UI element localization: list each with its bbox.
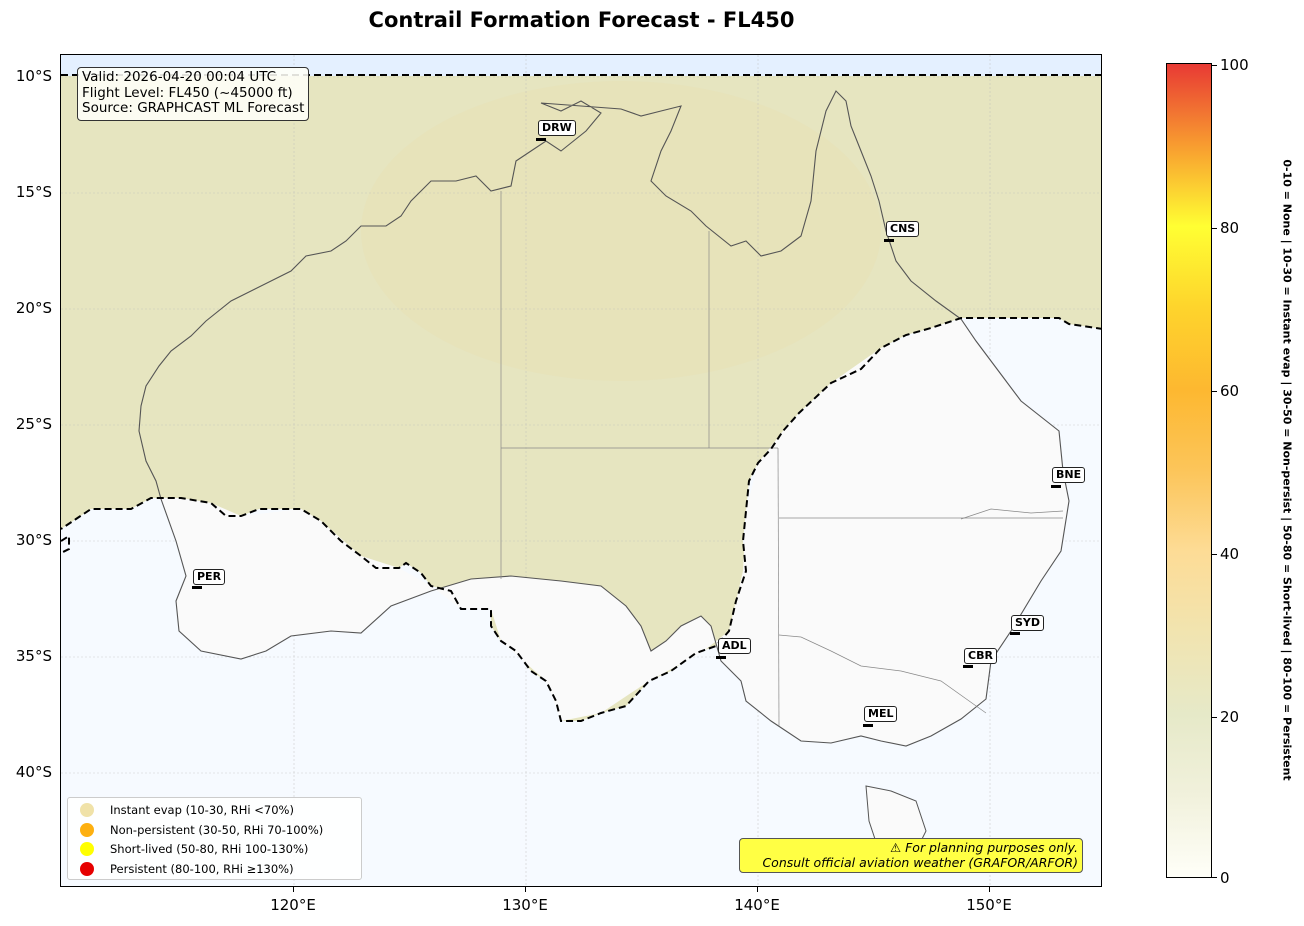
city-label-drw[interactable]: DRW (538, 120, 576, 136)
warning-line-2: Consult official aviation weather (GRAFO… (762, 854, 1078, 870)
colorbar-label: 20 (1220, 708, 1240, 726)
colorbar-tick (1212, 65, 1217, 66)
city-marker-icon (1010, 632, 1020, 635)
city-label-per[interactable]: PER (193, 569, 226, 585)
colorbar (1166, 63, 1212, 878)
colorbar-label: 100 (1220, 56, 1249, 74)
x-tick-mark (757, 887, 758, 892)
australia-map (61, 55, 1101, 886)
colorbar-label: 40 (1220, 545, 1240, 563)
legend-item-instant-evap: Instant evap (10-30, RHi <70%) (80, 801, 294, 819)
city-marker-icon (863, 724, 873, 727)
circle-icon (80, 803, 94, 817)
colorbar-label: 80 (1220, 219, 1240, 237)
x-tick-mark (525, 887, 526, 892)
colorbar-tick (1212, 554, 1217, 555)
colorbar-tick (1212, 228, 1217, 229)
y-tick-label: 20°S (15, 299, 52, 317)
city-marker-icon (192, 586, 202, 589)
colorbar-label: 0 (1220, 869, 1230, 887)
x-tick-label: 130°E (502, 896, 548, 914)
circle-icon (80, 823, 94, 837)
circle-icon (80, 862, 94, 876)
city-label-mel[interactable]: MEL (864, 706, 898, 722)
legend-item-non-persistent: Non-persistent (30-50, RHi 70-100%) (80, 821, 323, 839)
colorbar-tick (1212, 391, 1217, 392)
valid-time: Valid: 2026-04-20 00:04 UTC (82, 69, 277, 85)
x-tick-mark (989, 887, 990, 892)
x-tick-label: 120°E (270, 896, 316, 914)
circle-icon (80, 842, 94, 856)
city-label-adl[interactable]: ADL (718, 638, 751, 654)
colorbar-category-label: 0-10 = None | 10-30 = Instant evap | 30-… (1280, 159, 1294, 781)
city-label-cbr[interactable]: CBR (964, 648, 997, 664)
y-tick-label: 30°S (15, 531, 52, 549)
city-label-bne[interactable]: BNE (1052, 467, 1086, 483)
city-marker-icon (884, 239, 894, 242)
y-tick-label: 40°S (15, 763, 52, 781)
flight-level: Flight Level: FL450 (~45000 ft) (82, 84, 293, 101)
y-tick-label: 35°S (15, 647, 52, 665)
forecast-info-box: Valid: 2026-04-20 00:04 UTC Flight Level… (77, 67, 310, 121)
y-tick-label: 25°S (15, 415, 52, 433)
map-legend: Instant evap (10-30, RHi <70%) Non-persi… (67, 797, 362, 880)
colorbar-tick (1212, 717, 1217, 718)
x-tick-mark (293, 887, 294, 892)
x-tick-label: 150°E (966, 896, 1012, 914)
colorbar-label: 60 (1220, 382, 1240, 400)
city-marker-icon (1051, 485, 1061, 488)
data-source: Source: GRAPHCAST ML Forecast (82, 100, 305, 116)
city-label-syd[interactable]: SYD (1011, 615, 1045, 631)
x-tick-label: 140°E (734, 896, 780, 914)
chart-title: Contrail Formation Forecast - FL450 (368, 8, 795, 32)
city-marker-icon (536, 138, 546, 141)
legend-item-short-lived: Short-lived (50-80, RHi 100-130%) (80, 840, 308, 858)
city-label-cns[interactable]: CNS (886, 221, 920, 237)
colorbar-tick (1212, 877, 1217, 878)
warning-line-1: ⚠ For planning purposes only. (890, 840, 1078, 855)
city-marker-icon (963, 665, 973, 668)
legend-item-persistent: Persistent (80-100, RHi ≥130%) (80, 860, 294, 878)
y-tick-label: 15°S (15, 183, 52, 201)
y-tick-label: 10°S (15, 67, 52, 85)
city-marker-icon (716, 656, 726, 659)
planning-warning-box: ⚠ For planning purposes only. Consult of… (739, 838, 1083, 873)
map-plot-area[interactable] (60, 54, 1102, 887)
